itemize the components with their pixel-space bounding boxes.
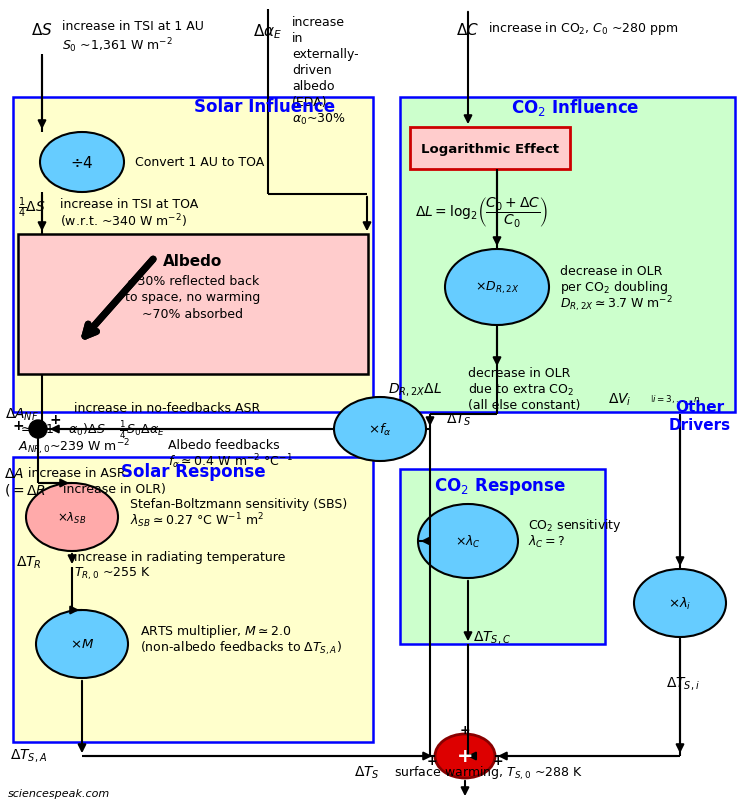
Text: $\left|_{i=3,...,n}\right.$: $\left|_{i=3,...,n}\right.$ <box>650 393 701 406</box>
Text: CO$_2$ sensitivity: CO$_2$ sensitivity <box>528 517 622 534</box>
Text: ~70% absorbed: ~70% absorbed <box>142 308 244 321</box>
Text: $\lambda_{SB} \simeq 0.27$ °C W$^{-1}$ m$^2$: $\lambda_{SB} \simeq 0.27$ °C W$^{-1}$ m… <box>130 511 264 530</box>
Text: +: + <box>427 755 437 768</box>
Text: $\alpha_0$~30%: $\alpha_0$~30% <box>292 112 346 127</box>
Text: $\Delta A_{NF}$: $\Delta A_{NF}$ <box>5 406 39 422</box>
Text: $\frac{1}{4}\Delta S$: $\frac{1}{4}\Delta S$ <box>18 196 45 220</box>
Text: $\Delta T_R$: $\Delta T_R$ <box>16 554 42 570</box>
Text: $\Delta C$: $\Delta C$ <box>457 22 480 38</box>
Text: Drivers: Drivers <box>669 418 731 433</box>
Text: Logarithmic Effect: Logarithmic Effect <box>421 142 559 155</box>
Bar <box>18 234 368 374</box>
Text: $\Delta A$: $\Delta A$ <box>4 467 24 480</box>
Text: $(= \Delta R$: $(= \Delta R$ <box>4 482 46 497</box>
Text: $\times\lambda_i$: $\times\lambda_i$ <box>668 595 692 611</box>
Text: Albedo feedbacks: Albedo feedbacks <box>168 439 279 452</box>
Text: (all else constant): (all else constant) <box>468 399 580 412</box>
Text: Solar Response: Solar Response <box>121 463 265 480</box>
Text: +: + <box>457 747 473 765</box>
Text: $\simeq\frac{1}{4}(1-\alpha_0)\Delta S-\frac{1}{4}S_0\Delta\alpha_E$: $\simeq\frac{1}{4}(1-\alpha_0)\Delta S-\… <box>18 418 165 440</box>
Text: $T_{R,0}$ ~255 K: $T_{R,0}$ ~255 K <box>74 565 150 581</box>
Circle shape <box>29 421 47 438</box>
Text: $D_{R,2X} \simeq 3.7$ W m$^{-2}$: $D_{R,2X} \simeq 3.7$ W m$^{-2}$ <box>560 294 673 314</box>
Text: $\Delta T_{S,A}$: $\Delta T_{S,A}$ <box>10 747 47 764</box>
Text: $\Delta S$: $\Delta S$ <box>31 22 53 38</box>
Text: increase in OLR): increase in OLR) <box>63 483 166 496</box>
Ellipse shape <box>334 397 426 462</box>
Text: ARTS multiplier, $M \simeq 2.0$: ARTS multiplier, $M \simeq 2.0$ <box>140 622 291 640</box>
Text: $D_{R,2X}\Delta L$: $D_{R,2X}\Delta L$ <box>388 381 442 398</box>
Text: due to extra CO$_2$: due to extra CO$_2$ <box>468 381 574 397</box>
Text: +: + <box>492 755 504 768</box>
Bar <box>13 98 373 413</box>
Text: sciencespeak.com: sciencespeak.com <box>8 788 110 798</box>
Text: $\times f_\alpha$: $\times f_\alpha$ <box>368 422 392 438</box>
Text: increase: increase <box>292 16 345 29</box>
Text: $\Delta T_S$: $\Delta T_S$ <box>446 411 472 428</box>
Text: in: in <box>292 32 303 45</box>
Ellipse shape <box>634 569 726 638</box>
Ellipse shape <box>435 734 495 778</box>
Text: decrease in OLR: decrease in OLR <box>468 367 571 380</box>
Text: $f_\alpha \simeq 0.4$ W m$^{-2}$ °C$^{-1}$: $f_\alpha \simeq 0.4$ W m$^{-2}$ °C$^{-1… <box>168 452 293 471</box>
Text: (non-albedo feedbacks to $\Delta T_{S,A}$): (non-albedo feedbacks to $\Delta T_{S,A}… <box>140 638 342 656</box>
Text: Albedo: Albedo <box>163 255 223 269</box>
Text: (EDA): (EDA) <box>292 96 328 109</box>
Text: CO$_2$ Response: CO$_2$ Response <box>434 476 566 497</box>
Bar <box>400 470 605 644</box>
Text: Other: Other <box>676 400 725 415</box>
Text: $\Delta V_i$: $\Delta V_i$ <box>608 391 632 408</box>
Ellipse shape <box>418 504 518 578</box>
Text: per CO$_2$ doubling: per CO$_2$ doubling <box>560 279 668 296</box>
Text: $\lambda_C = ?$: $\lambda_C = ?$ <box>528 533 565 549</box>
Text: $\times M$: $\times M$ <box>70 638 94 650</box>
Text: surface warming, $T_{S,0}$ ~288 K: surface warming, $T_{S,0}$ ~288 K <box>394 764 583 781</box>
Text: increase in CO$_2$, $C_0$ ~280 ppm: increase in CO$_2$, $C_0$ ~280 ppm <box>488 20 679 37</box>
Text: $\Delta T_{S,i}$: $\Delta T_{S,i}$ <box>666 675 700 691</box>
Text: ~30% reflected back: ~30% reflected back <box>127 275 259 288</box>
Text: +: + <box>12 418 24 433</box>
Text: $\times\lambda_C$: $\times\lambda_C$ <box>455 533 481 549</box>
Text: Convert 1 AU to TOA: Convert 1 AU to TOA <box>135 157 264 169</box>
Bar <box>13 458 373 742</box>
Text: $\times D_{R,2X}$: $\times D_{R,2X}$ <box>475 279 519 296</box>
Text: +: + <box>460 724 470 736</box>
Text: albedo: albedo <box>292 80 335 93</box>
Text: +: + <box>49 413 61 426</box>
Text: driven: driven <box>292 64 332 77</box>
Text: $\Delta T_S$: $\Delta T_S$ <box>354 764 380 781</box>
Bar <box>410 128 570 169</box>
Text: increase in ASR: increase in ASR <box>28 467 126 480</box>
Text: (w.r.t. ~340 W m$^{-2}$): (w.r.t. ~340 W m$^{-2}$) <box>60 212 187 230</box>
Text: Solar Influence: Solar Influence <box>194 98 335 116</box>
Text: $\div 4$: $\div 4$ <box>70 155 94 171</box>
Text: externally-: externally- <box>292 48 358 61</box>
Text: increase in TSI at 1 AU: increase in TSI at 1 AU <box>62 20 204 33</box>
Ellipse shape <box>40 132 124 193</box>
Text: $S_0$ ~1,361 W m$^{-2}$: $S_0$ ~1,361 W m$^{-2}$ <box>62 36 173 55</box>
Text: to space, no warming: to space, no warming <box>125 291 261 304</box>
Text: increase in no-feedbacks ASR: increase in no-feedbacks ASR <box>74 402 260 415</box>
Text: Stefan-Boltzmann sensitivity (SBS): Stefan-Boltzmann sensitivity (SBS) <box>130 498 347 511</box>
Text: $\Delta\alpha_E$: $\Delta\alpha_E$ <box>253 22 282 41</box>
Text: CO$_2$ Influence: CO$_2$ Influence <box>511 96 639 117</box>
Text: $A_{NF,0}$~239 W m$^{-2}$: $A_{NF,0}$~239 W m$^{-2}$ <box>18 437 130 456</box>
Ellipse shape <box>26 483 118 552</box>
Text: increase in TSI at TOA: increase in TSI at TOA <box>60 198 198 211</box>
Ellipse shape <box>36 610 128 679</box>
Text: $\times\lambda_{SB}$: $\times\lambda_{SB}$ <box>57 510 86 525</box>
Bar <box>400 98 735 413</box>
Text: increase in radiating temperature: increase in radiating temperature <box>74 551 285 564</box>
Text: $\Delta L = \log_2\!\left(\dfrac{C_0 + \Delta C}{C_0}\right)$: $\Delta L = \log_2\!\left(\dfrac{C_0 + \… <box>415 195 548 229</box>
Ellipse shape <box>445 250 549 325</box>
Text: decrease in OLR: decrease in OLR <box>560 265 662 278</box>
Text: $\Delta T_{S,C}$: $\Delta T_{S,C}$ <box>473 629 511 646</box>
